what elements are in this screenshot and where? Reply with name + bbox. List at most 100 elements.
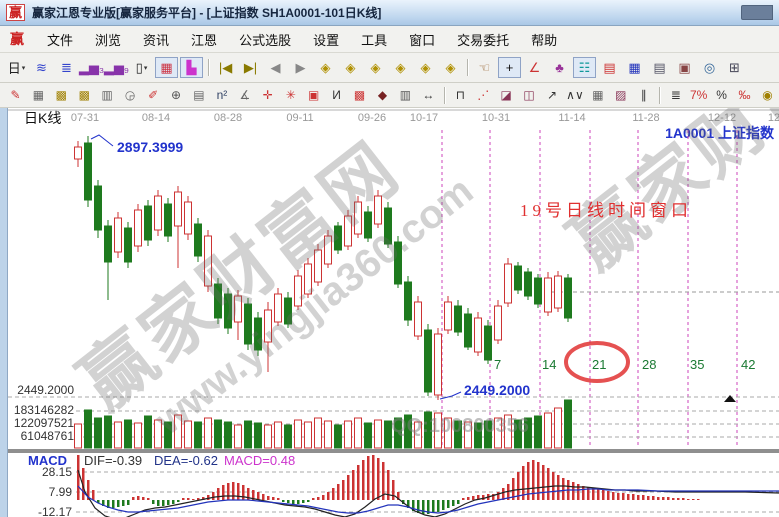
intraday-chart-icon[interactable]: ≋ <box>36 59 47 75</box>
width-measure-icon[interactable]: ↔ <box>422 88 435 102</box>
crosshair-tool-icon[interactable]: + <box>498 57 521 78</box>
cycle-tool-icon[interactable]: ♣ <box>555 60 564 75</box>
gann-wheel-icon[interactable]: ⊕ <box>171 88 182 102</box>
period-daily-button[interactable]: 日 ▾ <box>7 61 26 76</box>
sacred-grid-icon[interactable]: ▩ <box>353 88 366 102</box>
volume-scale-label: 122097521 <box>14 416 74 430</box>
macd-bar-negative <box>452 500 455 506</box>
macd-bar-positive <box>202 497 205 500</box>
calendar-21-icon[interactable]: ▤ <box>603 59 616 75</box>
menu-item-3[interactable]: 江恩 <box>191 32 218 48</box>
calculator-icon[interactable]: ▦ <box>628 59 641 75</box>
menu-item-5[interactable]: 设置 <box>313 32 340 48</box>
macd-bar-negative <box>282 500 285 502</box>
page-left-icon[interactable]: ◀ <box>270 59 281 75</box>
zigzag-icon[interactable]: ∧∨ <box>566 88 584 102</box>
angle-line-icon[interactable]: ∡ <box>239 88 251 102</box>
candle-body <box>164 203 172 237</box>
gann-box2-icon[interactable]: ◪ <box>500 88 512 102</box>
box-tool-icon[interactable]: ⊓ <box>455 88 465 102</box>
parallel-lines-icon[interactable]: ∥ <box>640 88 647 102</box>
gann-diamond-expand-icon[interactable]: ◈ <box>395 59 406 75</box>
window-button-stub[interactable] <box>741 5 773 20</box>
ruler-grid-icon[interactable]: ▤ <box>193 88 205 102</box>
volume-bar <box>564 399 572 449</box>
menu-item-8[interactable]: 交易委托 <box>457 32 510 48</box>
quote-list-icon[interactable]: ≣ <box>61 59 72 75</box>
macd-bar-negative <box>127 500 130 505</box>
macd-title: MACD <box>28 453 67 468</box>
trend-arrow-icon[interactable]: ↗ <box>547 88 558 102</box>
volume-bar <box>504 414 512 449</box>
macd-bar-negative <box>107 500 110 508</box>
notes-icon[interactable]: ▤ <box>653 59 666 75</box>
fan-lines-icon[interactable]: ⋰ <box>477 88 490 102</box>
target-icon[interactable]: ✛ <box>262 88 273 102</box>
square-spiral-icon[interactable]: ▣ <box>307 88 320 102</box>
menu-item-4[interactable]: 公式选股 <box>239 32 292 48</box>
page-right-icon[interactable]: ▶ <box>295 59 306 75</box>
gann-diamond-full-icon[interactable]: ◈ <box>445 59 456 75</box>
menu-item-6[interactable]: 工具 <box>361 32 388 48</box>
menu-item-7[interactable]: 窗口 <box>409 32 436 48</box>
candle-body <box>514 265 522 291</box>
logo-stamp-icon[interactable]: ◆ <box>377 88 388 102</box>
star-burst-icon[interactable]: ✳ <box>285 88 296 102</box>
grid-edit-icon[interactable]: ▨ <box>615 88 627 102</box>
spiral-icon[interactable]: ◶ <box>124 88 136 102</box>
hand-tool-icon[interactable]: ☜ <box>478 59 491 75</box>
time-window-number: 7 <box>494 357 501 372</box>
first-page-icon[interactable]: |◀ <box>218 59 233 75</box>
percent-line-icon[interactable]: ‰ <box>738 88 751 102</box>
gann-diamond-right-icon[interactable]: ◈ <box>345 59 356 75</box>
menu-item-1[interactable]: 浏览 <box>95 32 122 48</box>
save-icon[interactable]: ▣ <box>678 59 691 75</box>
menu-item-9[interactable]: 帮助 <box>531 32 558 48</box>
macd-bar-positive <box>477 495 480 500</box>
macd-bar-positive <box>522 466 525 500</box>
wave-tool-icon[interactable]: ☷ <box>573 57 596 78</box>
pencil-tool-icon[interactable]: ✎ <box>10 88 21 102</box>
candle-body <box>344 215 352 247</box>
macd-bar-positive <box>77 455 80 500</box>
candle-body <box>134 209 142 247</box>
last-page-icon[interactable]: ▶| <box>243 59 258 75</box>
volume-bar <box>544 412 552 449</box>
macd-bar-positive <box>492 494 495 500</box>
gann-diamond-h-icon[interactable]: ◈ <box>370 59 381 75</box>
candle-style-button[interactable]: ▯ ▾ <box>135 59 148 75</box>
menu-item-2[interactable]: 资讯 <box>143 32 170 48</box>
gann-box3-icon[interactable]: ◫ <box>523 88 535 102</box>
chart-canvas[interactable]: 07-31 08-14 08-28 09-11 09-26 10-17 10-31 11-14… <box>0 108 779 517</box>
macd-bar-positive <box>637 495 640 500</box>
trade-icon[interactable]: ⊞ <box>729 59 740 75</box>
grid-overlay-icon[interactable]: ▦ <box>592 88 604 102</box>
fib-grid-icon[interactable]: ▥ <box>101 88 113 102</box>
brush-icon[interactable]: ✐ <box>148 88 159 102</box>
gold-ratio-icon[interactable]: ▩ <box>55 88 68 102</box>
gann-box-icon[interactable]: ▦ <box>155 57 178 78</box>
candle-body <box>224 293 232 329</box>
gann-diamond-v-icon[interactable]: ◈ <box>420 59 431 75</box>
bar-stats-icon[interactable]: ≣ <box>670 88 681 102</box>
macd-bar-positive <box>397 492 400 500</box>
color-histogram-icon[interactable]: ▙ <box>180 57 203 78</box>
protractor-tool-icon[interactable]: ∠ <box>528 59 541 75</box>
gold-grid-icon[interactable]: ▩ <box>78 88 90 102</box>
mini-chart-3-icon[interactable]: ▂▅₃ <box>78 59 105 75</box>
network-icon[interactable]: ◎ <box>703 59 716 75</box>
ticket-grid-icon[interactable]: ▥ <box>399 88 412 102</box>
macd-bar-negative <box>427 500 430 514</box>
gann-grid-icon[interactable]: ▦ <box>32 88 45 102</box>
percent-icon[interactable]: % <box>716 88 727 102</box>
n-square-icon[interactable]: n² <box>216 88 228 102</box>
gann-diamond-left-icon[interactable]: ◈ <box>320 59 331 75</box>
wave-mark-icon[interactable]: И <box>332 88 341 102</box>
macd-bar-positive <box>537 462 540 500</box>
pane-title: 日K线 <box>24 110 61 126</box>
candle-body <box>444 301 452 331</box>
coin-icon[interactable]: ◉ <box>762 88 773 102</box>
mini-chart-9-icon[interactable]: ▂▅₉ <box>103 59 130 75</box>
menu-item-0[interactable]: 文件 <box>47 32 74 48</box>
percent-down-icon[interactable]: 7% <box>689 88 708 102</box>
